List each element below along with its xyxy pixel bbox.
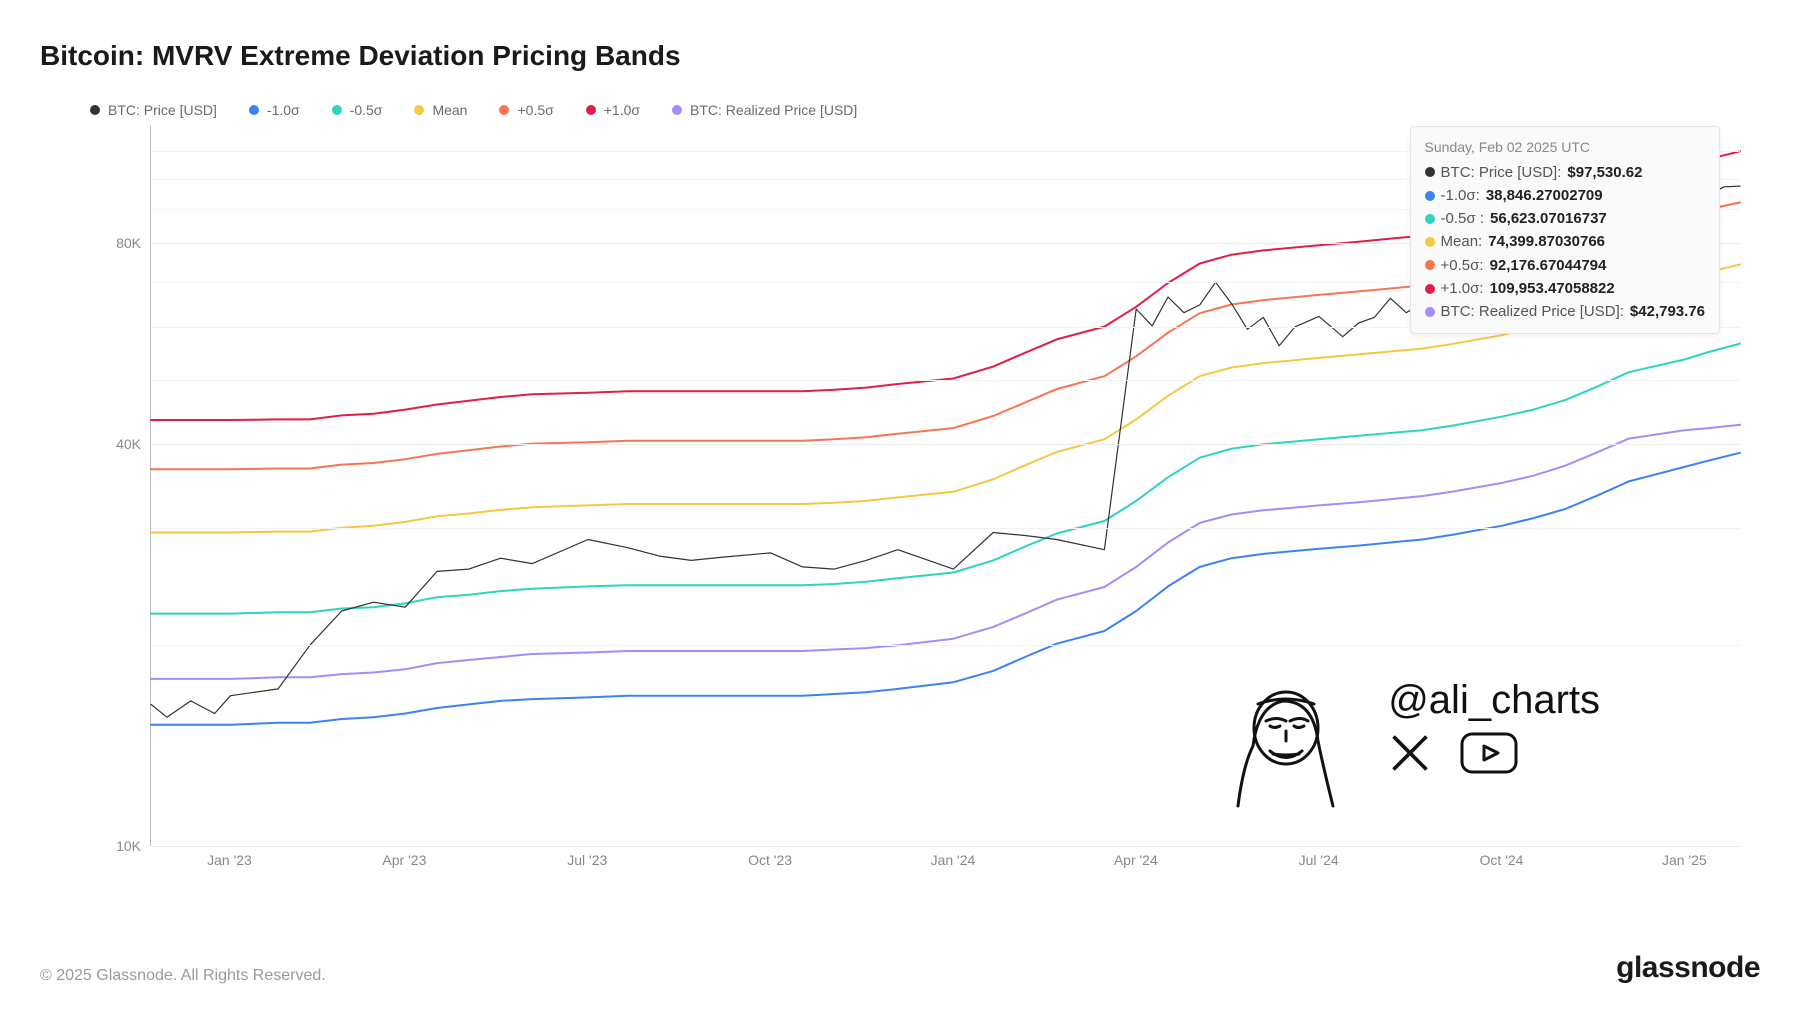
y-axis-label: 80K	[91, 235, 141, 251]
legend-label: +1.0σ	[604, 102, 640, 118]
x-axis-label: Jan '23	[207, 852, 252, 868]
tooltip-value: 38,846.27002709	[1486, 184, 1603, 207]
tooltip-date: Sunday, Feb 02 2025 UTC	[1425, 137, 1705, 159]
tooltip-value: 56,623.07016737	[1490, 207, 1607, 230]
x-axis-label: Jul '23	[567, 852, 607, 868]
tooltip-label: Mean:	[1441, 230, 1483, 253]
legend-dot	[414, 105, 424, 115]
tooltip-label: +1.0σ:	[1441, 277, 1484, 300]
tooltip-value: 74,399.87030766	[1488, 230, 1605, 253]
x-axis-label: Oct '23	[748, 852, 792, 868]
tooltip-dot	[1425, 214, 1435, 224]
legend-item[interactable]: BTC: Price [USD]	[90, 102, 217, 118]
legend-label: BTC: Price [USD]	[108, 102, 217, 118]
tooltip-label: BTC: Realized Price [USD]:	[1441, 300, 1624, 323]
tooltip-label: BTC: Price [USD]:	[1441, 161, 1562, 184]
tooltip-dot	[1425, 191, 1435, 201]
tooltip-value: 109,953.47058822	[1490, 277, 1615, 300]
legend-item[interactable]: -0.5σ	[332, 102, 383, 118]
tooltip-row: +1.0σ: 109,953.47058822	[1425, 277, 1705, 300]
gridline	[151, 444, 1740, 445]
x-axis-label: Jan '24	[931, 852, 976, 868]
x-axis-label: Jul '24	[1299, 852, 1339, 868]
gridline-minor	[151, 645, 1740, 646]
legend-dot	[586, 105, 596, 115]
legend-dot	[332, 105, 342, 115]
x-axis-label: Jan '25	[1662, 852, 1707, 868]
legend-label: +0.5σ	[517, 102, 553, 118]
tooltip-label: -1.0σ:	[1441, 184, 1480, 207]
legend-dot	[672, 105, 682, 115]
legend: BTC: Price [USD] -1.0σ -0.5σ Mean +0.5σ +1.0…	[40, 102, 1760, 118]
legend-item[interactable]: +0.5σ	[499, 102, 553, 118]
legend-item[interactable]: +1.0σ	[586, 102, 640, 118]
legend-label: Mean	[432, 102, 467, 118]
tooltip-label: -0.5σ :	[1441, 207, 1484, 230]
y-axis-label: 10K	[91, 838, 141, 854]
gridline-minor	[151, 380, 1740, 381]
chart-container: BTC: Price [USD] -1.0σ -0.5σ Mean +0.5σ +1.0…	[40, 102, 1760, 902]
x-axis: Jan '23 Apr '23 Jul '23 Oct '23 Jan '24 Apr '…	[150, 852, 1740, 882]
footer: © 2025 Glassnode. All Rights Reserved. g…	[40, 951, 1760, 985]
tooltip-dot	[1425, 284, 1435, 294]
page-title: Bitcoin: MVRV Extreme Deviation Pricing …	[40, 40, 1760, 72]
tooltip-row: BTC: Realized Price [USD]: $42,793.76	[1425, 300, 1705, 323]
gridline-minor	[151, 528, 1740, 529]
legend-label: BTC: Realized Price [USD]	[690, 102, 857, 118]
legend-dot	[499, 105, 509, 115]
tooltip-label: +0.5σ:	[1441, 254, 1484, 277]
tooltip-row: BTC: Price [USD]: $97,530.62	[1425, 161, 1705, 184]
series-m05sig	[151, 344, 1740, 614]
tooltip-dot	[1425, 260, 1435, 270]
copyright: © 2025 Glassnode. All Rights Reserved.	[40, 967, 326, 985]
brand-logo: glassnode	[1616, 951, 1760, 985]
legend-item[interactable]: Mean	[414, 102, 467, 118]
series-realized	[151, 425, 1740, 679]
legend-label: -0.5σ	[350, 102, 383, 118]
tooltip-value: $97,530.62	[1567, 161, 1642, 184]
tooltip-dot	[1425, 237, 1435, 247]
x-axis-label: Apr '24	[1114, 852, 1158, 868]
tooltip-value: 92,176.67044794	[1490, 254, 1607, 277]
legend-dot	[90, 105, 100, 115]
tooltip: Sunday, Feb 02 2025 UTC BTC: Price [USD]…	[1410, 126, 1720, 334]
tooltip-value: $42,793.76	[1630, 300, 1705, 323]
tooltip-dot	[1425, 307, 1435, 317]
tooltip-row: +0.5σ: 92,176.67044794	[1425, 254, 1705, 277]
tooltip-row: Mean: 74,399.87030766	[1425, 230, 1705, 253]
legend-dot	[249, 105, 259, 115]
gridline	[151, 846, 1740, 847]
legend-label: -1.0σ	[267, 102, 300, 118]
tooltip-row: -0.5σ : 56,623.07016737	[1425, 207, 1705, 230]
legend-item[interactable]: BTC: Realized Price [USD]	[672, 102, 857, 118]
x-axis-label: Apr '23	[382, 852, 426, 868]
legend-item[interactable]: -1.0σ	[249, 102, 300, 118]
tooltip-dot	[1425, 167, 1435, 177]
plot-area: Sunday, Feb 02 2025 UTC BTC: Price [USD]…	[150, 126, 1740, 846]
x-axis-label: Oct '24	[1480, 852, 1524, 868]
y-axis-label: 40K	[91, 436, 141, 452]
tooltip-row: -1.0σ: 38,846.27002709	[1425, 184, 1705, 207]
